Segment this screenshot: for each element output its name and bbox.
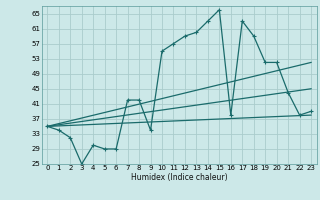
X-axis label: Humidex (Indice chaleur): Humidex (Indice chaleur) bbox=[131, 173, 228, 182]
